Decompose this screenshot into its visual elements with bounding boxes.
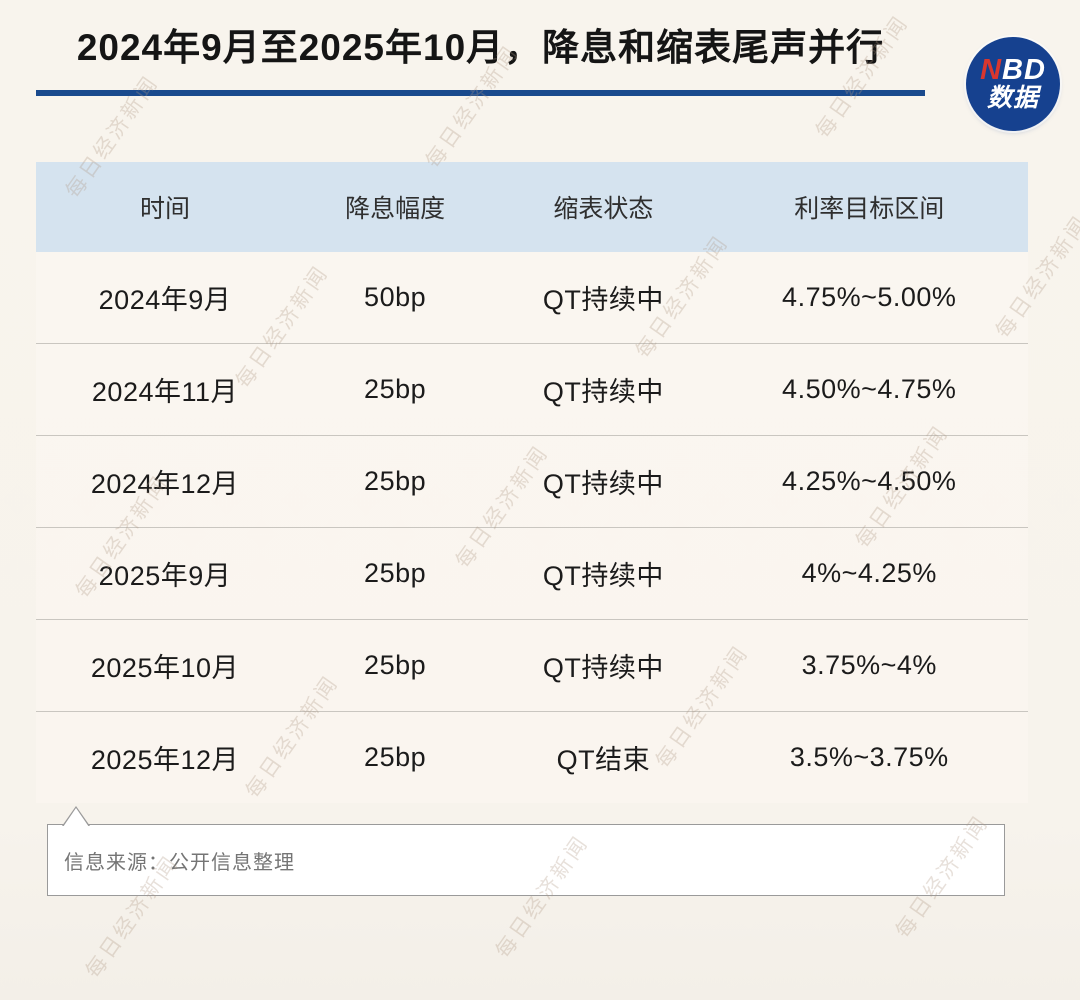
table-row: 2024年9月 50bp QT持续中 4.75%~5.00% (36, 252, 1028, 344)
cell-qt: QT持续中 (542, 469, 664, 499)
cell-time: 2025年9月 (98, 561, 232, 591)
cell-range: 4.25%~4.50% (782, 466, 957, 496)
cell-cut: 25bp (364, 650, 427, 680)
source-text: 信息来源：公开信息整理 (64, 851, 295, 874)
column-header-cut: 降息幅度 (345, 195, 446, 223)
column-header-qt: 缩表状态 (553, 195, 654, 223)
cell-range: 4%~4.25% (801, 558, 937, 588)
table-row: 2025年9月 25bp QT持续中 4%~4.25% (36, 528, 1028, 620)
cell-time: 2025年12月 (90, 745, 239, 775)
table-row: 2024年11月 25bp QT持续中 4.50%~4.75% (36, 344, 1028, 436)
column-header-range: 利率目标区间 (794, 195, 945, 223)
cell-qt: QT结束 (556, 745, 651, 775)
title-underline-rule (36, 90, 925, 96)
cell-time: 2024年12月 (90, 469, 239, 499)
cell-qt: QT持续中 (542, 561, 664, 591)
callout-pointer (63, 808, 89, 827)
cell-qt: QT持续中 (542, 377, 664, 407)
cell-time: 2024年9月 (98, 285, 232, 315)
cell-cut: 25bp (364, 742, 427, 772)
cell-cut: 25bp (364, 374, 427, 404)
nbd-logo-text: NBD (980, 55, 1046, 85)
cell-range: 3.5%~3.75% (789, 742, 949, 772)
table-row: 2024年12月 25bp QT持续中 4.25%~4.50% (36, 436, 1028, 528)
cell-range: 4.75%~5.00% (782, 282, 957, 312)
cell-cut: 25bp (364, 558, 427, 588)
cell-time: 2025年10月 (90, 653, 239, 683)
cell-cut: 25bp (364, 466, 427, 496)
nbd-logo-bd: BD (1002, 54, 1046, 87)
rate-cut-table: 时间 降息幅度 缩表状态 利率目标区间 2024年9月 50bp QT持续中 4… (36, 162, 1028, 803)
cell-range: 3.75%~4% (801, 650, 937, 680)
cell-range: 4.50%~4.75% (782, 374, 957, 404)
column-header-time: 时间 (139, 195, 190, 223)
nbd-logo-n: N (980, 54, 1003, 87)
cell-cut: 50bp (364, 282, 427, 312)
nbd-logo-subtitle: 数据 (986, 84, 1039, 113)
cell-time: 2024年11月 (91, 377, 238, 407)
table-row: 2025年10月 25bp QT持续中 3.75%~4% (36, 620, 1028, 712)
page-title: 2024年9月至2025年10月，降息和缩表尾声并行 (76, 27, 885, 68)
table-row: 2025年12月 25bp QT结束 3.5%~3.75% (36, 712, 1028, 803)
cell-qt: QT持续中 (542, 653, 664, 683)
nbd-logo: NBD 数据 (966, 37, 1060, 131)
cell-qt: QT持续中 (542, 285, 664, 315)
table-header-row: 时间 降息幅度 缩表状态 利率目标区间 (36, 162, 1028, 252)
source-callout-box: 信息来源：公开信息整理 (47, 806, 1005, 896)
